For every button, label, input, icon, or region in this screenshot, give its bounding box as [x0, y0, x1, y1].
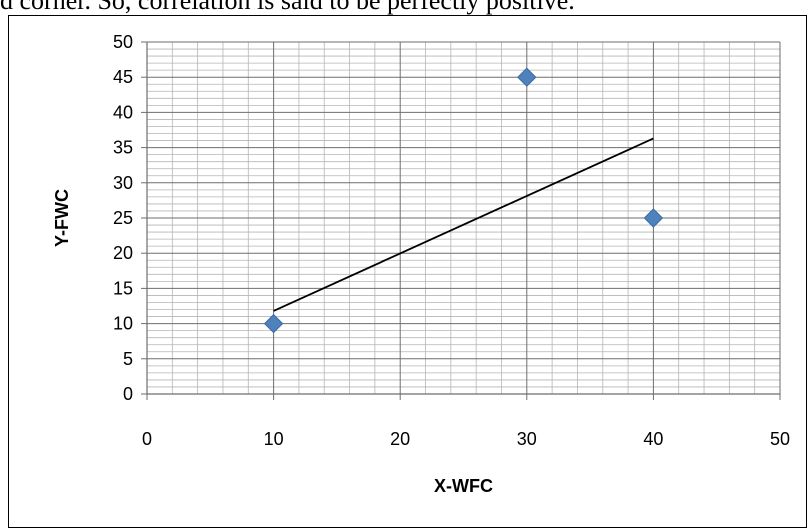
axes — [141, 41, 781, 400]
tick-labels: 0 10 20 30 40 50 0 5 10 15 20 25 30 35 40 45 50 — [113, 32, 790, 449]
x-tick-label: 50 — [770, 429, 790, 449]
x-tick-label: 10 — [264, 429, 284, 449]
y-tick-label: 0 — [123, 384, 133, 404]
y-tick-label: 30 — [113, 173, 133, 193]
x-axis-title: X-WFC — [434, 476, 493, 496]
data-points — [263, 67, 664, 334]
y-axis-title: Y-FWC — [52, 189, 72, 247]
y-tick-label: 10 — [113, 314, 133, 334]
trendline-group — [273, 137, 654, 312]
data-point-diamond — [263, 313, 284, 334]
y-tick-label: 15 — [113, 278, 133, 298]
data-point-diamond — [517, 67, 537, 87]
y-tick-label: 40 — [113, 102, 133, 122]
y-tick-label: 25 — [113, 208, 133, 228]
x-tick-label: 30 — [517, 429, 537, 449]
data-point-diamond — [643, 208, 664, 228]
y-tick-label: 45 — [113, 67, 133, 87]
y-tick-label: 5 — [123, 349, 133, 369]
major-gridlines — [146, 41, 781, 395]
preceding-text-line: d corner. So, correlation is said to be … — [0, 0, 575, 15]
x-tick-label: 0 — [142, 429, 152, 449]
y-tick-label: 50 — [113, 32, 133, 52]
y-tick-label: 35 — [113, 138, 133, 158]
y-tick-label: 20 — [113, 243, 133, 263]
linear-trendline — [273, 137, 654, 312]
chart-frame — [8, 15, 807, 528]
x-tick-label: 20 — [390, 429, 410, 449]
x-tick-label: 40 — [643, 429, 663, 449]
